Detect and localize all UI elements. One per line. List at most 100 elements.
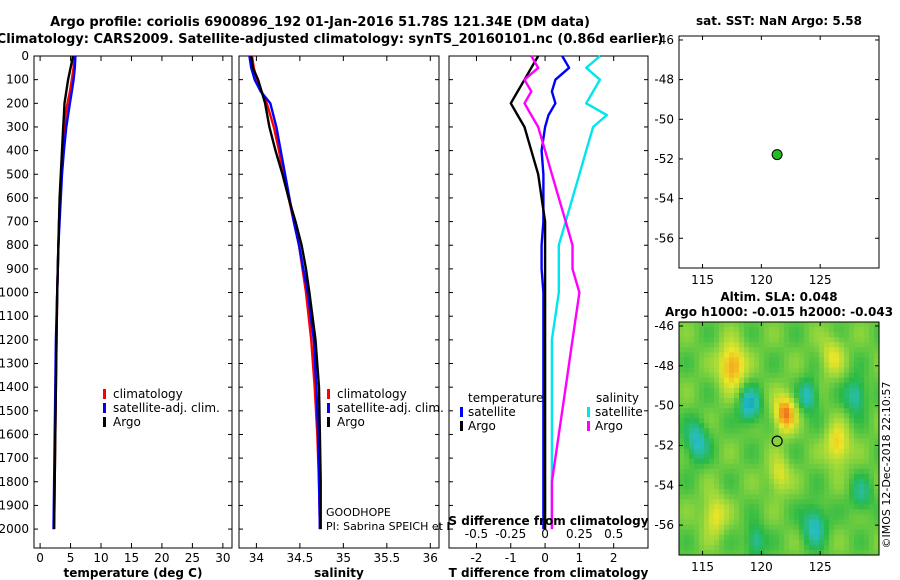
sla-cell	[854, 504, 860, 511]
sla-cell	[774, 372, 780, 379]
sla-cell	[809, 387, 815, 394]
sla-cell	[754, 392, 760, 399]
sla-cell	[734, 524, 740, 531]
sla-cell	[869, 392, 875, 399]
sla-cell	[744, 342, 750, 348]
sla-cell	[694, 438, 700, 445]
sla-cell	[849, 524, 855, 531]
sla-cell	[839, 367, 845, 374]
sla-cell	[734, 499, 740, 505]
sla-cell	[744, 322, 750, 328]
sla-cell	[869, 539, 875, 546]
sla-cell	[724, 458, 730, 465]
sla-cell	[689, 544, 695, 551]
sla-cell	[834, 337, 840, 343]
sla-cell	[849, 499, 855, 505]
sla-cell	[774, 392, 780, 399]
sla-cell	[739, 332, 745, 338]
sla-cell	[729, 514, 735, 521]
sla-cell	[794, 352, 800, 359]
sla-cell	[734, 408, 740, 414]
sla-cell	[839, 458, 845, 465]
sla-cell	[709, 352, 715, 359]
sla-cell	[774, 524, 780, 531]
sla-cell	[784, 387, 790, 394]
sla-cell	[694, 403, 700, 409]
sla-cell	[739, 519, 745, 526]
sla-cell	[854, 443, 860, 450]
sla-cell	[784, 489, 790, 495]
sla-cell	[824, 468, 830, 475]
sla-cell	[764, 403, 770, 409]
sla-cell	[704, 347, 710, 353]
sla-cell	[814, 332, 820, 338]
sla-cell	[699, 489, 705, 495]
sla-cell	[789, 362, 795, 369]
argo-position-ring	[771, 435, 783, 447]
sla-cell	[789, 544, 795, 551]
sla-cell	[849, 347, 855, 353]
sla-cell	[819, 382, 825, 389]
sla-cell	[689, 357, 695, 364]
series-line-s-satellite	[550, 55, 608, 530]
sla-cell	[684, 458, 690, 465]
sla-cell	[794, 448, 800, 455]
legend-label: Argo	[468, 419, 496, 433]
sla-cell	[719, 443, 725, 450]
sla-cell	[684, 428, 690, 435]
sla-cell	[729, 428, 735, 435]
sla-cell	[869, 463, 875, 470]
sla-cell	[869, 544, 875, 551]
sla-cell	[824, 327, 830, 333]
y-tick-label: -46	[654, 33, 674, 47]
sla-cell	[819, 463, 825, 470]
sla-cell	[774, 539, 780, 546]
sla-cell	[744, 347, 750, 353]
sla-cell	[819, 423, 825, 429]
sla-cell	[824, 382, 830, 389]
sla-cell	[709, 382, 715, 389]
sla-cell	[764, 494, 770, 500]
sla-cell	[724, 463, 730, 470]
sla-cell	[854, 418, 860, 424]
sla-cell	[834, 403, 840, 409]
sla-cell	[704, 423, 710, 429]
sla-cell	[759, 473, 765, 480]
sla-cell	[804, 428, 810, 435]
sla-cell	[734, 549, 740, 556]
sla-cell	[764, 443, 770, 450]
sla-cell	[734, 413, 740, 419]
sla-cell	[774, 453, 780, 460]
sla-cell	[844, 549, 850, 556]
sla-cell	[769, 327, 775, 333]
sla-cell	[844, 473, 850, 480]
sla-cell	[794, 372, 800, 379]
sla-cell	[804, 337, 810, 343]
sla-cell	[694, 357, 700, 364]
sla-cell	[729, 362, 735, 369]
sla-cell	[794, 458, 800, 465]
sla-cell	[734, 342, 740, 348]
sla-cell	[874, 352, 880, 359]
sla-cell	[809, 347, 815, 353]
sla-cell	[809, 423, 815, 429]
sla-cell	[699, 438, 705, 445]
sla-cell	[844, 489, 850, 495]
sla-cell	[814, 539, 820, 546]
sla-cell	[864, 332, 870, 338]
sla-cell	[684, 539, 690, 546]
sla-cell	[809, 352, 815, 359]
sla-cell	[814, 443, 820, 450]
sla-cell	[764, 367, 770, 374]
sla-cell	[694, 418, 700, 424]
sla-cell	[739, 413, 745, 419]
depth-tick-label: 200	[6, 96, 29, 110]
sla-cell	[789, 382, 795, 389]
sla-cell	[694, 453, 700, 460]
sla-cell	[804, 549, 810, 556]
sla-cell	[864, 408, 870, 414]
sla-cell	[874, 519, 880, 526]
x-top-tick-label: -0.5	[465, 527, 488, 541]
sla-cell	[739, 534, 745, 541]
sla-cell	[724, 468, 730, 475]
